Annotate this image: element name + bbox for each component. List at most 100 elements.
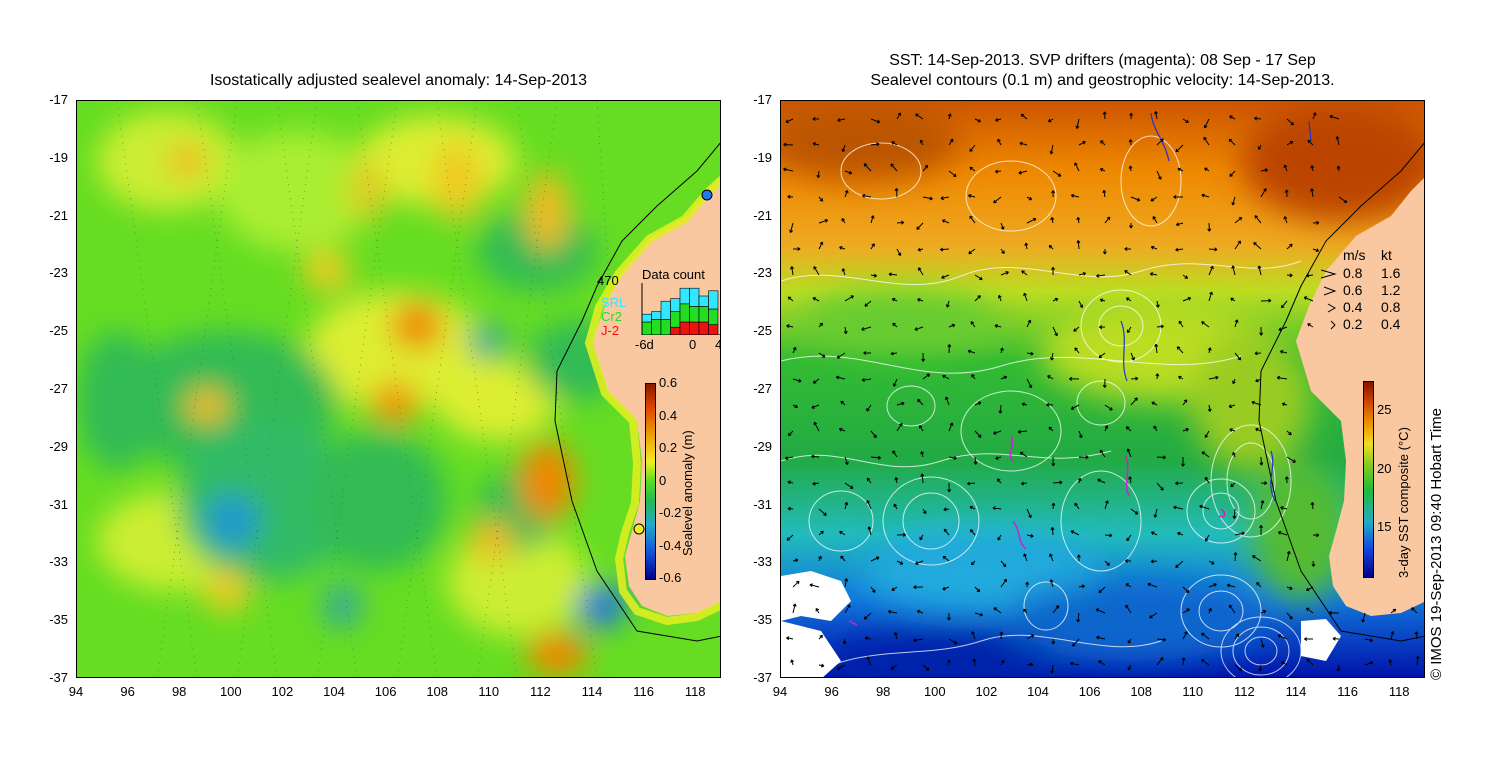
velocity-arrow [1281,300,1288,309]
velocity-arrow [863,351,871,355]
histogram-bar-j2 [670,326,681,335]
velocity-arrow [1310,165,1315,172]
velocity-arrow [1126,448,1132,458]
velocity-arrow [1019,451,1028,458]
velocity-arrow [1076,612,1081,623]
velocity-arrow [974,612,984,617]
velocity-arrow [993,607,1002,614]
sla-colorbar-tick: 0.6 [659,375,678,390]
velocity-arrow [840,400,846,406]
velocity-arrow [1260,188,1267,198]
velocity-arrow [1361,612,1366,623]
right-xtick: 112 [1234,684,1255,699]
histogram-bar-cr2 [708,308,719,325]
velocity-arrow [1311,560,1316,567]
left-ytick: -37 [49,670,68,685]
velocity-legend-arrow [1320,269,1337,279]
velocity-arrow [1232,378,1236,385]
velocity-arrow [1076,554,1081,562]
velocity-arrow [1390,631,1395,640]
velocity-arrow [1234,319,1239,328]
velocity-arrow [1026,196,1033,201]
velocity-arrow [1232,508,1237,519]
velocity-arrow [993,196,1002,204]
velocity-arrow [1286,456,1296,463]
velocity-arrow [867,526,872,536]
velocity-arrow [922,196,933,201]
right-ytick: -23 [753,265,772,281]
velocity-arrow [1075,118,1080,129]
velocity-arrow [1335,136,1340,146]
histogram-bar-srl [660,300,671,320]
velocity-arrow [1254,116,1262,121]
velocity-arrow [915,113,924,120]
velocity-arrow [1203,118,1210,129]
velocity-arrow [1127,326,1132,334]
velocity-arrow [1049,553,1054,562]
velocity-arrow [1208,583,1217,588]
velocity-arrow [1050,352,1054,361]
velocity-arrow [941,274,950,279]
velocity-arrow [1150,559,1158,564]
velocity-arrow [967,481,976,486]
velocity-arrow [891,297,898,302]
velocity-arrow [1078,455,1089,460]
velocity-legend-header-kt: kt [1381,247,1392,263]
velocity-arrow [1276,375,1288,380]
velocity-arrow [1098,660,1106,666]
right-xtick: 118 [1388,684,1410,699]
velocity-arrow [1234,352,1242,361]
velocity-arrow [922,508,927,515]
velocity-arrow [784,456,794,461]
velocity-arrow [922,664,930,671]
velocity-arrow [1128,476,1133,484]
bathymetry-contour [1258,142,1424,642]
velocity-arrow [1329,114,1340,120]
velocity-arrow [1023,553,1028,562]
velocity-arrow [792,246,801,251]
velocity-arrow [995,456,1002,460]
sealevel-anomaly-map[interactable]: 470 Data count SRL Cr2 J-2 -6d 0 4 [76,100,721,678]
histogram-bar-cr2 [651,319,662,335]
velocity-arrow [890,163,898,172]
velocity-arrow [948,170,957,177]
velocity-arrow [974,430,982,438]
velocity-arrow [913,585,924,590]
velocity-arrow [1156,455,1166,460]
velocity-arrow [887,609,898,614]
left-panel-title: Isostatically adjusted sealevel anomaly:… [209,72,588,89]
velocity-arrow [1173,505,1184,510]
velocity-arrow [783,167,794,172]
velocity-arrow [1102,378,1107,388]
velocity-arrow [896,560,904,565]
velocity-arrow [1259,456,1264,466]
velocity-arrow [967,349,976,354]
velocity-arrow [1124,270,1132,276]
velocity-legend-arrow [1327,303,1337,313]
velocity-arrow [890,351,898,356]
velocity-arrow [1208,247,1218,252]
velocity-arrow [839,246,846,250]
sst-map[interactable]: m/s kt 0.8 1.6 0.6 1.2 0.4 0.8 0.2 0.4 [780,100,1425,678]
velocity-arrow [818,241,824,250]
velocity-arrow [940,247,950,252]
velocity-arrow [1126,534,1132,542]
velocity-arrow [1175,481,1184,486]
velocity-arrow [1156,657,1164,666]
velocity-arrow [1232,451,1236,458]
velocity-arrow [916,609,924,614]
velocity-arrow [892,378,898,387]
velocity-arrow [816,170,821,179]
velocity-arrow [866,404,872,412]
velocity-arrow [896,220,905,225]
velocity-arrow [1204,430,1210,438]
velocity-arrow [1231,196,1236,206]
velocity-arrow [1260,500,1265,510]
velocity-arrow [1204,167,1210,172]
velocity-arrow [1199,504,1210,510]
velocity-arrow [893,503,898,510]
velocity-arrow [1151,401,1158,406]
right-ytick: -25 [753,323,772,339]
velocity-arrow [992,506,1002,510]
velocity-arrow [818,322,824,328]
